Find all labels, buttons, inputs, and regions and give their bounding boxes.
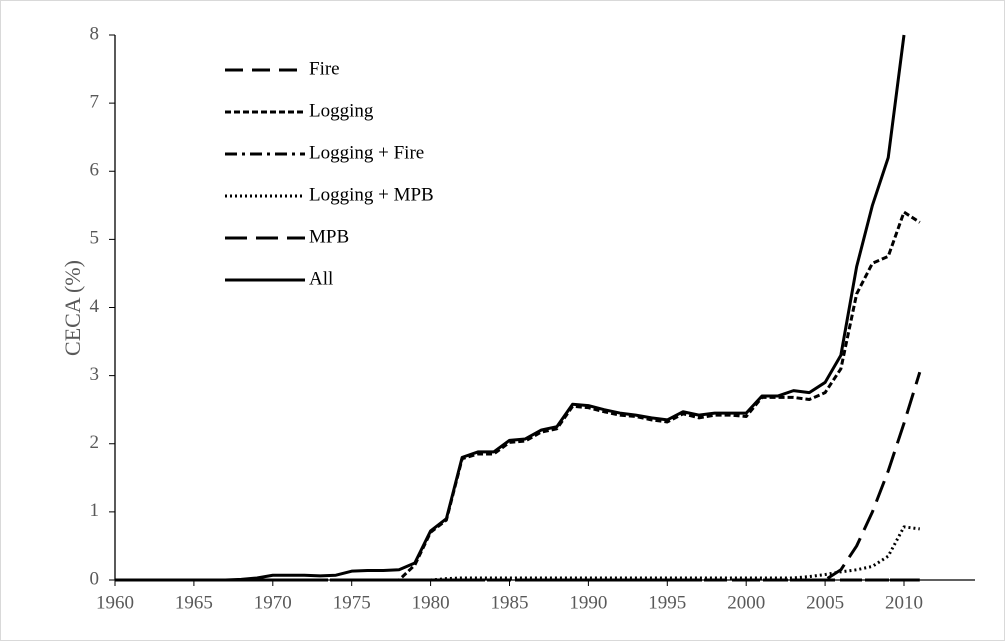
y-axis-label: CECA (%) — [60, 260, 85, 356]
x-tick-label: 2010 — [885, 592, 923, 613]
series-line — [115, 525, 920, 582]
legend-label: All — [309, 268, 333, 289]
y-tick-label: 2 — [90, 432, 100, 453]
y-tick-label: 4 — [90, 296, 100, 317]
x-tick-label: 1990 — [569, 592, 607, 613]
x-tick-label: 2000 — [727, 592, 765, 613]
x-tick-label: 1965 — [175, 592, 213, 613]
y-tick-label: 1 — [90, 500, 100, 521]
series-line — [115, 34, 906, 582]
x-tick-label: 1970 — [254, 592, 292, 613]
x-tick-label: 1980 — [412, 592, 450, 613]
x-tick-label: 1985 — [490, 592, 528, 613]
y-tick-label: 0 — [90, 568, 100, 589]
y-tick-label: 8 — [90, 23, 100, 44]
legend-label: Fire — [309, 58, 340, 79]
legend-label: Logging + Fire — [309, 142, 424, 163]
legend-label: Logging + MPB — [309, 184, 434, 205]
y-tick-label: 6 — [90, 160, 100, 181]
y-tick-label: 3 — [90, 364, 100, 385]
x-tick-label: 1995 — [648, 592, 686, 613]
x-tick-label: 1960 — [96, 592, 134, 613]
legend-label: Logging — [309, 100, 374, 121]
x-tick-label: 2005 — [806, 592, 844, 613]
y-tick-label: 7 — [90, 91, 100, 112]
y-tick-label: 5 — [90, 228, 100, 249]
legend-label: MPB — [309, 226, 349, 247]
x-tick-label: 1975 — [333, 592, 371, 613]
